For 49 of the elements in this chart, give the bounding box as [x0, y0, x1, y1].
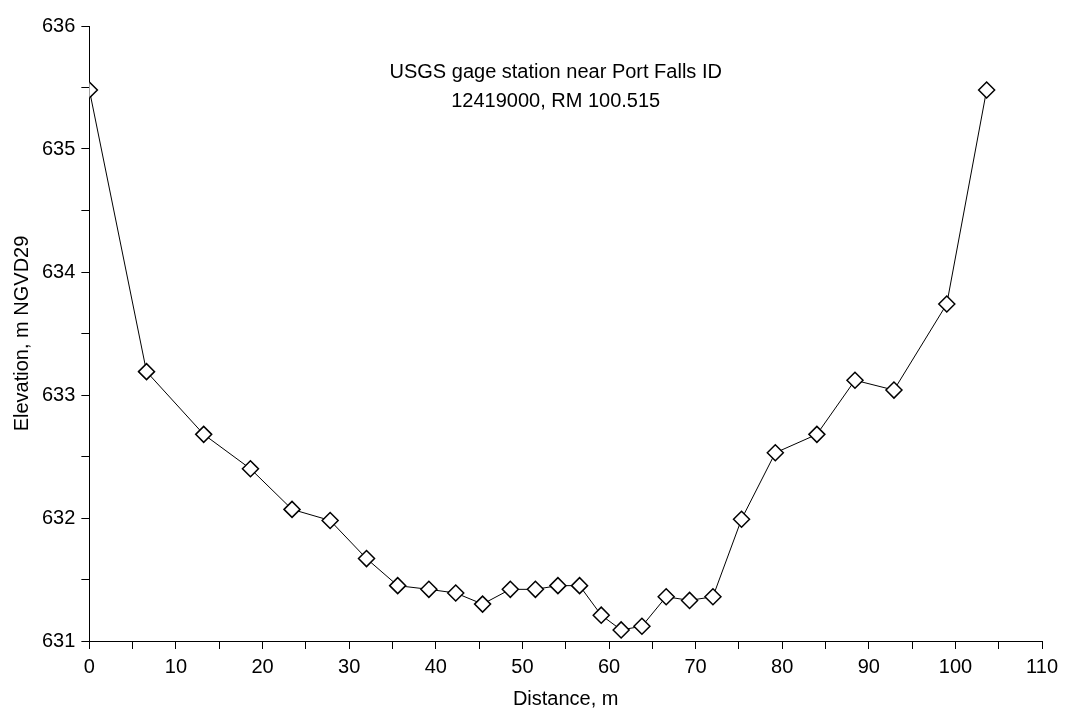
point	[766, 444, 785, 462]
x-tick-label: 60	[597, 654, 621, 677]
point	[977, 81, 996, 99]
y-tick-label: 634	[41, 259, 76, 282]
x-tick-label: 10	[164, 654, 188, 677]
point	[657, 587, 675, 606]
point	[137, 362, 156, 381]
x-axis-title: Distance, m	[512, 686, 619, 709]
y-tick-label: 633	[41, 382, 76, 405]
point	[194, 425, 213, 444]
point	[420, 580, 438, 599]
point	[885, 381, 903, 399]
x-tick-label: 30	[338, 654, 361, 677]
point	[526, 580, 545, 599]
x-tick-label: 80	[771, 654, 794, 677]
x-tick-label: 20	[251, 654, 274, 677]
point	[321, 511, 339, 530]
point	[732, 510, 751, 528]
point	[846, 371, 864, 389]
x-tick-label: 40	[424, 654, 447, 677]
point	[357, 549, 376, 568]
x-tick-label: 90	[857, 654, 880, 677]
y-tick-label: 632	[41, 505, 76, 528]
y-tick-label: 635	[41, 136, 76, 159]
x-tick-label: 50	[511, 654, 534, 677]
point	[501, 580, 520, 599]
annotation: USGS gage station near Port Falls ID	[389, 59, 722, 82]
point	[808, 425, 826, 444]
x-tick-label: 0	[83, 654, 95, 677]
point	[446, 584, 465, 602]
point	[680, 591, 699, 610]
point	[283, 500, 301, 519]
point	[241, 460, 260, 478]
x-tick-label: 70	[684, 654, 707, 677]
point	[704, 587, 722, 606]
point	[938, 295, 956, 313]
x-tick-label: 100	[938, 654, 973, 677]
y-tick-label: 636	[41, 13, 76, 36]
y-tick-label: 631	[41, 628, 76, 651]
point	[612, 621, 630, 639]
y-axis-title: Elevation, m NGVD29	[9, 235, 32, 432]
point	[549, 576, 567, 595]
point	[570, 576, 589, 595]
point	[388, 576, 407, 595]
point	[592, 606, 610, 624]
x-tick-label: 110	[1026, 654, 1058, 677]
annotation: 12419000, RM 100.515	[451, 88, 661, 111]
point	[473, 595, 492, 613]
point	[633, 617, 651, 635]
